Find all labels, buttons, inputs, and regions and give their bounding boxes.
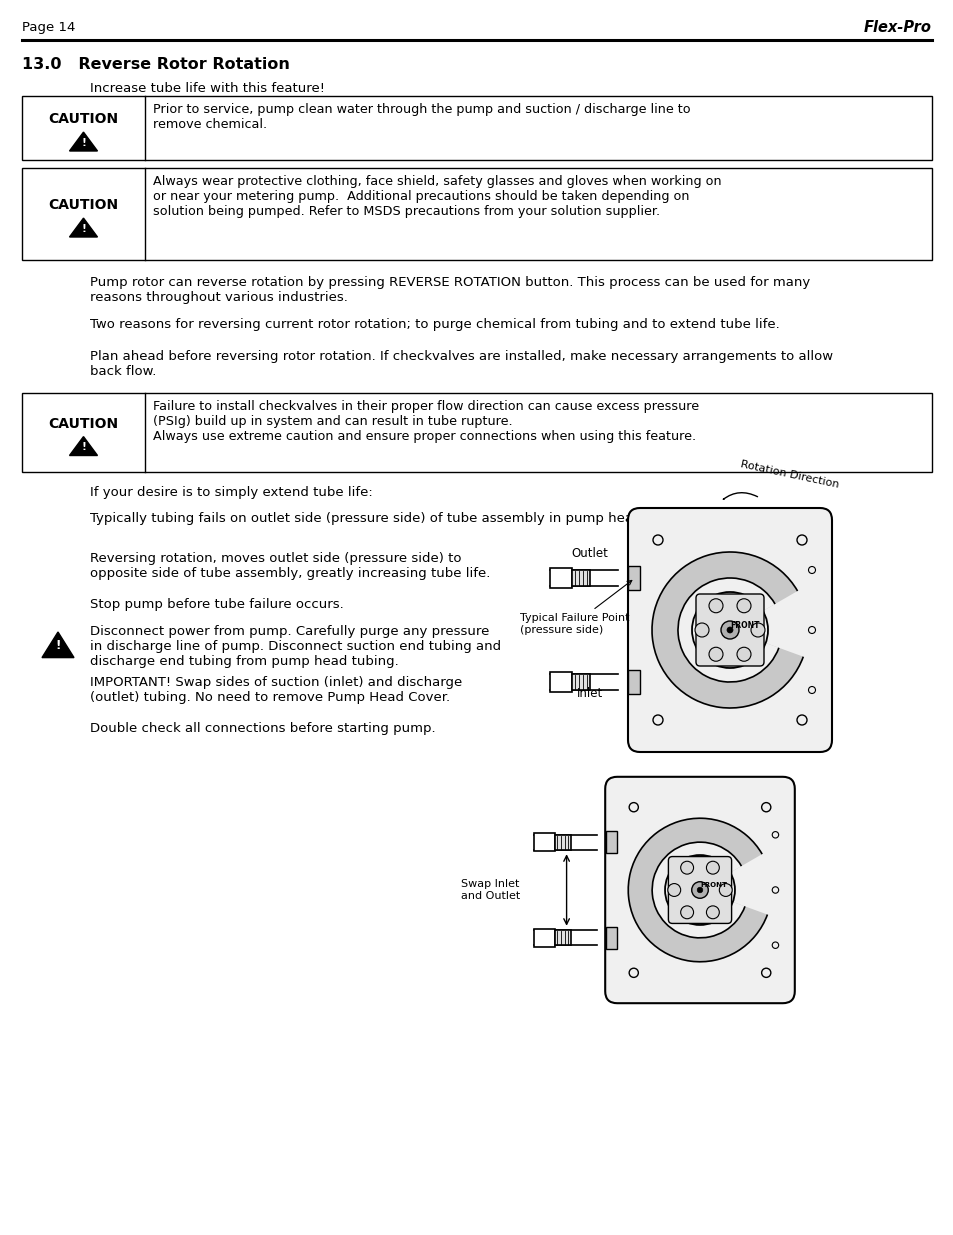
Text: !: ! <box>81 138 86 148</box>
Polygon shape <box>70 437 97 456</box>
Bar <box>534 929 554 947</box>
Text: Prior to service, pump clean water through the pump and suction / discharge line: Prior to service, pump clean water throu… <box>152 103 690 131</box>
FancyBboxPatch shape <box>668 857 731 924</box>
Text: !: ! <box>55 638 61 652</box>
Polygon shape <box>70 132 97 151</box>
Text: Disconnect power from pump. Carefully purge any pressure
in discharge line of pu: Disconnect power from pump. Carefully pu… <box>90 625 500 668</box>
Text: Page 14: Page 14 <box>22 21 75 33</box>
Text: CAUTION: CAUTION <box>49 416 118 431</box>
Circle shape <box>708 599 722 613</box>
Text: Rotation Direction: Rotation Direction <box>739 459 840 490</box>
Circle shape <box>750 622 764 637</box>
Circle shape <box>720 621 739 638</box>
Text: !: ! <box>81 442 86 452</box>
Bar <box>550 672 572 692</box>
Text: Plan ahead before reversing rotor rotation. If checkvalves are installed, make n: Plan ahead before reversing rotor rotati… <box>90 350 832 378</box>
Circle shape <box>680 861 693 874</box>
Text: Typically tubing fails on outlet side (pressure side) of tube assembly in pump h: Typically tubing fails on outlet side (p… <box>90 513 645 525</box>
FancyArrowPatch shape <box>722 493 757 499</box>
Circle shape <box>726 627 732 634</box>
Text: IMPORTANT! Swap sides of suction (inlet) and discharge
(outlet) tubing. No need : IMPORTANT! Swap sides of suction (inlet)… <box>90 676 462 704</box>
Circle shape <box>719 883 732 897</box>
Circle shape <box>667 883 680 897</box>
Text: Outlet: Outlet <box>571 547 608 559</box>
Text: 13.0   Reverse Rotor Rotation: 13.0 Reverse Rotor Rotation <box>22 57 290 72</box>
Wedge shape <box>652 842 744 937</box>
Bar <box>22 168 931 261</box>
Circle shape <box>706 905 719 919</box>
Text: If your desire is to simply extend tube life:: If your desire is to simply extend tube … <box>90 487 373 499</box>
Text: Increase tube life with this feature!: Increase tube life with this feature! <box>90 82 325 95</box>
Text: Pump rotor can reverse rotation by pressing REVERSE ROTATION button. This proces: Pump rotor can reverse rotation by press… <box>90 275 809 304</box>
Bar <box>550 568 572 588</box>
Circle shape <box>708 647 722 661</box>
Bar <box>627 671 639 694</box>
Bar <box>554 930 571 945</box>
Text: CAUTION: CAUTION <box>49 198 118 212</box>
Text: Reversing rotation, moves outlet side (pressure side) to
opposite side of tube a: Reversing rotation, moves outlet side (p… <box>90 552 490 580</box>
Text: Stop pump before tube failure occurs.: Stop pump before tube failure occurs. <box>90 598 343 611</box>
Bar <box>572 674 589 690</box>
FancyBboxPatch shape <box>604 777 794 1003</box>
Circle shape <box>680 905 693 919</box>
Text: Flex-Pro: Flex-Pro <box>863 20 931 35</box>
Wedge shape <box>628 819 766 962</box>
Wedge shape <box>678 578 778 682</box>
Circle shape <box>697 887 702 893</box>
Circle shape <box>706 861 719 874</box>
Text: Inlet: Inlet <box>577 687 602 700</box>
Text: CAUTION: CAUTION <box>49 112 118 126</box>
Circle shape <box>737 647 750 661</box>
Text: Two reasons for reversing current rotor rotation; to purge chemical from tubing : Two reasons for reversing current rotor … <box>90 317 779 331</box>
Bar <box>22 96 931 161</box>
Bar <box>22 393 931 472</box>
Polygon shape <box>42 632 74 657</box>
Bar <box>572 571 589 585</box>
Circle shape <box>695 622 708 637</box>
Text: FRONT: FRONT <box>700 882 726 888</box>
Bar <box>627 566 639 590</box>
Text: FRONT: FRONT <box>729 620 759 630</box>
FancyBboxPatch shape <box>696 594 763 666</box>
Bar <box>605 926 617 948</box>
Text: Typical Failure Point
(pressure side): Typical Failure Point (pressure side) <box>519 580 631 635</box>
Wedge shape <box>651 552 802 708</box>
FancyBboxPatch shape <box>627 508 831 752</box>
Text: Swap Inlet
and Outlet: Swap Inlet and Outlet <box>461 879 520 900</box>
Circle shape <box>691 882 707 898</box>
Bar <box>605 831 617 853</box>
Bar <box>554 835 571 850</box>
Text: Always wear protective clothing, face shield, safety glasses and gloves when wor: Always wear protective clothing, face sh… <box>152 175 720 219</box>
Text: Double check all connections before starting pump.: Double check all connections before star… <box>90 722 436 735</box>
Text: Failure to install checkvalves in their proper flow direction can cause excess p: Failure to install checkvalves in their … <box>152 400 699 443</box>
Polygon shape <box>70 219 97 237</box>
Text: !: ! <box>81 224 86 233</box>
Bar <box>534 832 554 851</box>
Circle shape <box>737 599 750 613</box>
